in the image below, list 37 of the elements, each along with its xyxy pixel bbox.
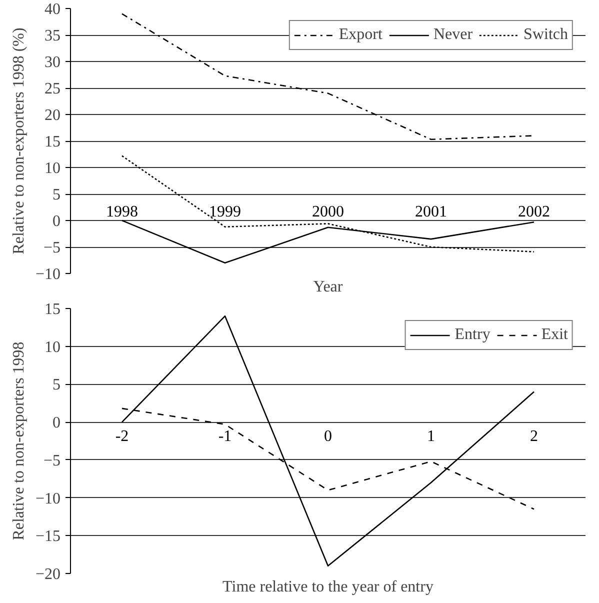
x-tick-label: 2 [530, 428, 538, 446]
y-tick-label: 15 [44, 134, 60, 150]
x-axis-title: Year [313, 278, 344, 296]
legend-label: Entry [454, 326, 490, 344]
y-tick-label: 5 [52, 186, 60, 204]
x-tick-label: 1 [427, 428, 435, 446]
x-tick-label: 2002 [518, 204, 550, 220]
y-tick-label: 15 [44, 301, 60, 318]
x-tick-label: -2 [115, 428, 129, 446]
y-tick-label: −5 [43, 452, 61, 470]
y-tick-label: 40 [44, 1, 60, 18]
y-tick-label: 35 [44, 28, 60, 44]
legend-label: Never [433, 26, 473, 44]
y-tick-label: −10 [35, 266, 61, 283]
y-tick-label: 0 [52, 414, 60, 432]
y-axis-title: Relative to non-exporters 1998 (%) [10, 28, 28, 254]
y-axis-title: Relative to non-exporters 1998 [10, 342, 28, 540]
legend-label: Exit [541, 326, 568, 344]
y-tick-label: 30 [44, 54, 60, 71]
y-tick-label: 10 [44, 338, 60, 356]
x-tick-label: 0 [324, 428, 332, 446]
y-tick-label: 25 [44, 80, 60, 98]
y-tick-label: −5 [43, 240, 61, 256]
legend-label: Switch [524, 26, 568, 44]
y-tick-label: −10 [35, 490, 61, 508]
y-tick-label: 10 [44, 160, 60, 177]
y-tick-label: 20 [44, 107, 60, 124]
y-tick-label: −20 [35, 566, 61, 583]
x-tick-label: 1998 [106, 204, 138, 220]
x-tick-label: 2001 [415, 204, 447, 220]
x-tick-label: 1999 [209, 204, 241, 220]
x-tick-label: -1 [218, 428, 232, 446]
legend-label: Export [338, 26, 382, 44]
x-tick-label: 2000 [312, 204, 344, 220]
x-axis-title: Time relative to the year of entry [222, 578, 434, 596]
y-tick-label: −15 [35, 528, 61, 546]
y-tick-label: 5 [52, 376, 60, 394]
